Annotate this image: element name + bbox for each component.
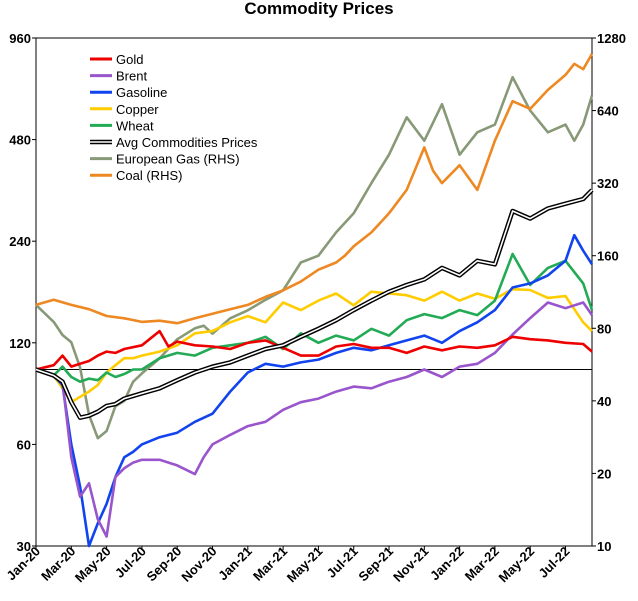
legend-label-wheat: Wheat — [116, 118, 154, 133]
legend-label-gasoline: Gasoline — [116, 85, 167, 100]
left-tick-label: 240 — [9, 234, 31, 249]
x-tick-label: Jul-20 — [112, 544, 149, 581]
legend-label-brent: Brent — [116, 69, 147, 84]
x-tick-label: Sep-21 — [355, 544, 396, 585]
legend-label-avg-commodities-prices: Avg Commodities Prices — [116, 135, 258, 150]
x-tick-label: Nov-21 — [390, 544, 431, 585]
x-tick-label: May-20 — [72, 544, 114, 586]
x-tick-label: May-22 — [496, 544, 538, 586]
x-tick-label: Mar-20 — [38, 544, 78, 584]
right-tick-label: 640 — [597, 104, 619, 119]
left-tick-label: 960 — [9, 31, 31, 46]
series-line-copper — [35, 287, 593, 404]
x-tick-label: May-21 — [284, 544, 326, 586]
x-tick-label: Nov-20 — [178, 544, 219, 585]
x-tick-label: Mar-21 — [250, 544, 290, 584]
right-tick-label: 40 — [597, 394, 611, 409]
series-line-avg-commodities-prices-inner — [35, 189, 593, 419]
left-tick-label: 480 — [9, 133, 31, 148]
legend-label-gold: Gold — [116, 52, 143, 67]
left-tick-label: 120 — [9, 336, 31, 351]
series-line-brent — [35, 301, 594, 538]
x-tick-label: Jan-21 — [215, 544, 255, 584]
left-tick-label: 30 — [17, 539, 31, 554]
right-tick-label: 80 — [597, 321, 611, 336]
x-tick-label: Jul-21 — [324, 544, 361, 581]
legend-label-copper: Copper — [116, 102, 159, 117]
right-tick-label: 1280 — [597, 31, 626, 46]
x-tick-label: Sep-20 — [144, 544, 185, 585]
x-tick-label: Jul-22 — [535, 544, 572, 581]
right-tick-label: 20 — [597, 466, 611, 481]
series-line-gasoline — [35, 233, 594, 548]
series-line-gold — [35, 329, 593, 371]
right-tick-label: 10 — [597, 539, 611, 554]
x-tick-label: Mar-22 — [462, 544, 502, 584]
legend-label-european-gas-rhs: European Gas (RHS) — [116, 152, 240, 167]
series-line-coal-rhs — [35, 53, 594, 325]
x-tick-label: Jan-22 — [427, 544, 467, 584]
right-tick-label: 160 — [597, 249, 619, 264]
legend-label-coal-rhs: Coal (RHS) — [116, 168, 182, 183]
right-tick-label: 320 — [597, 176, 619, 191]
series-line-european-gas-rhs — [35, 75, 594, 440]
series-layer — [35, 53, 594, 548]
left-tick-label: 60 — [17, 437, 31, 452]
chart-title: Commodity Prices — [244, 0, 393, 18]
